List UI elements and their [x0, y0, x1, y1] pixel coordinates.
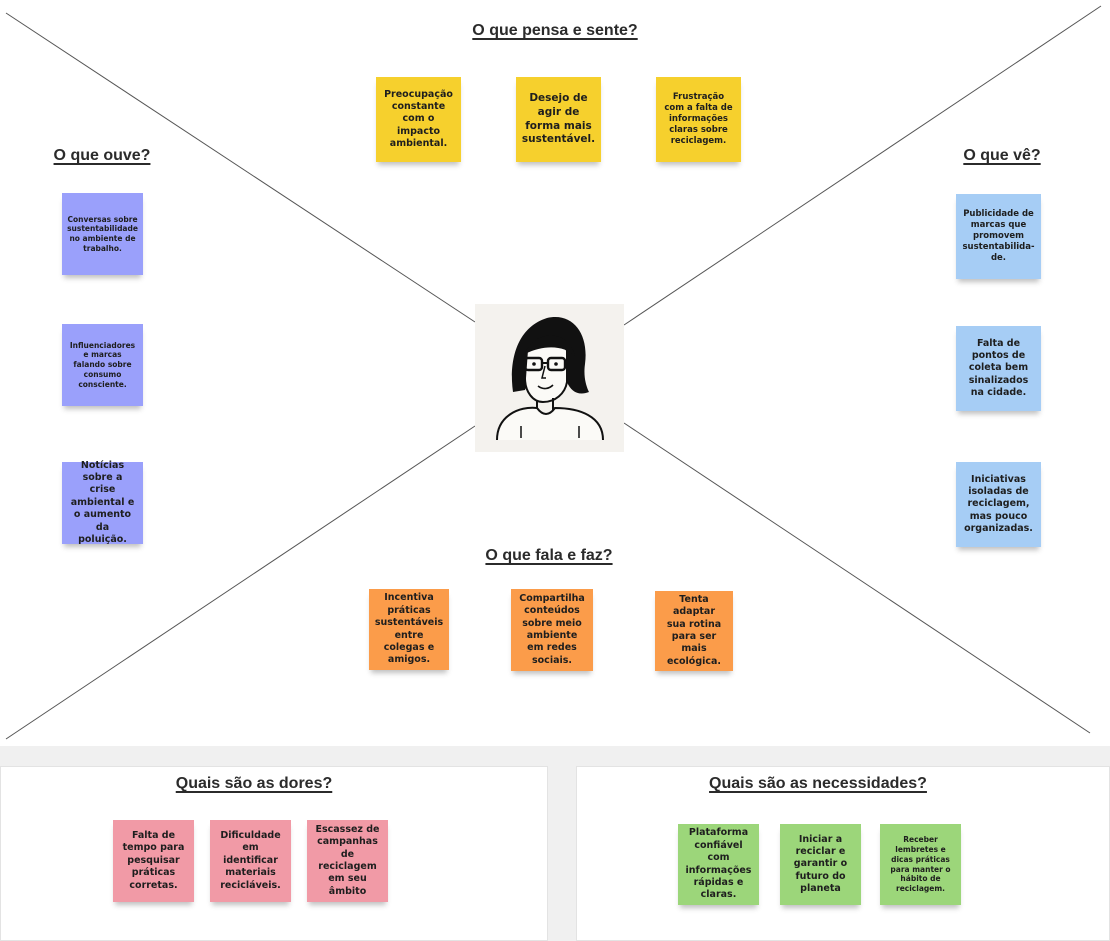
sticky-note[interactable]: Publicidade de marcas que promovem suste…	[956, 194, 1041, 279]
quadrant-divider-lines	[5, 5, 1102, 740]
sticky-note[interactable]: Iniciar a reciclar e garantir o futuro d…	[780, 824, 861, 905]
see-title: O que vê?	[963, 147, 1041, 164]
sticky-note[interactable]: Conversas sobre sustentabilidade no ambi…	[62, 193, 143, 275]
sticky-note[interactable]: Iniciativas isoladas de reciclagem, mas …	[956, 462, 1041, 547]
sticky-note[interactable]: Notícias sobre a crise ambiental e o aum…	[62, 460, 143, 545]
sticky-note[interactable]: Falta de tempo para pesquisar práticas c…	[113, 820, 194, 902]
think-feel-title: O que pensa e sente?	[472, 22, 638, 39]
hear-title: O que ouve?	[53, 147, 151, 164]
sticky-note[interactable]: Tenta adaptar sua rotina para ser mais e…	[655, 591, 733, 671]
persona-avatar-icon	[496, 317, 604, 441]
sticky-note[interactable]: Influenciadores e marcas falando sobre c…	[62, 324, 143, 406]
sticky-note[interactable]: Incentiva práticas sustentáveis entre co…	[369, 589, 449, 670]
sticky-note[interactable]: Preocupação constante com o impacto ambi…	[376, 77, 461, 162]
needs-title: Quais são as necessidades?	[709, 775, 927, 792]
pains-panel: Quais são as dores? Falta de tempo para …	[0, 766, 548, 941]
sticky-note[interactable]: Frustração com a falta de informações cl…	[656, 77, 741, 162]
sticky-note[interactable]: Receber lembretes e dicas práticas para …	[880, 824, 961, 905]
empathy-map-board: O que pensa e sente? O que ouve? O que v…	[0, 0, 1110, 746]
sticky-note[interactable]: Desejo de agir de forma mais sustentável…	[516, 77, 601, 162]
sticky-note[interactable]: Dificuldade em identificar materiais rec…	[210, 820, 291, 902]
persona-avatar[interactable]	[475, 304, 624, 452]
say-do-title: O que fala e faz?	[485, 547, 613, 564]
sticky-note[interactable]: Plataforma confiável com informações ráp…	[678, 824, 759, 905]
needs-panel: Quais são as necessidades? Plataforma co…	[576, 766, 1110, 941]
sticky-note[interactable]: Escassez de campanhas de reciclagem em s…	[307, 820, 388, 902]
sticky-note[interactable]: Compartilha conteúdos sobre meio ambient…	[511, 589, 593, 671]
sticky-note[interactable]: Falta de pontos de coleta bem sinalizado…	[956, 326, 1041, 411]
pains-title: Quais são as dores?	[175, 775, 333, 792]
